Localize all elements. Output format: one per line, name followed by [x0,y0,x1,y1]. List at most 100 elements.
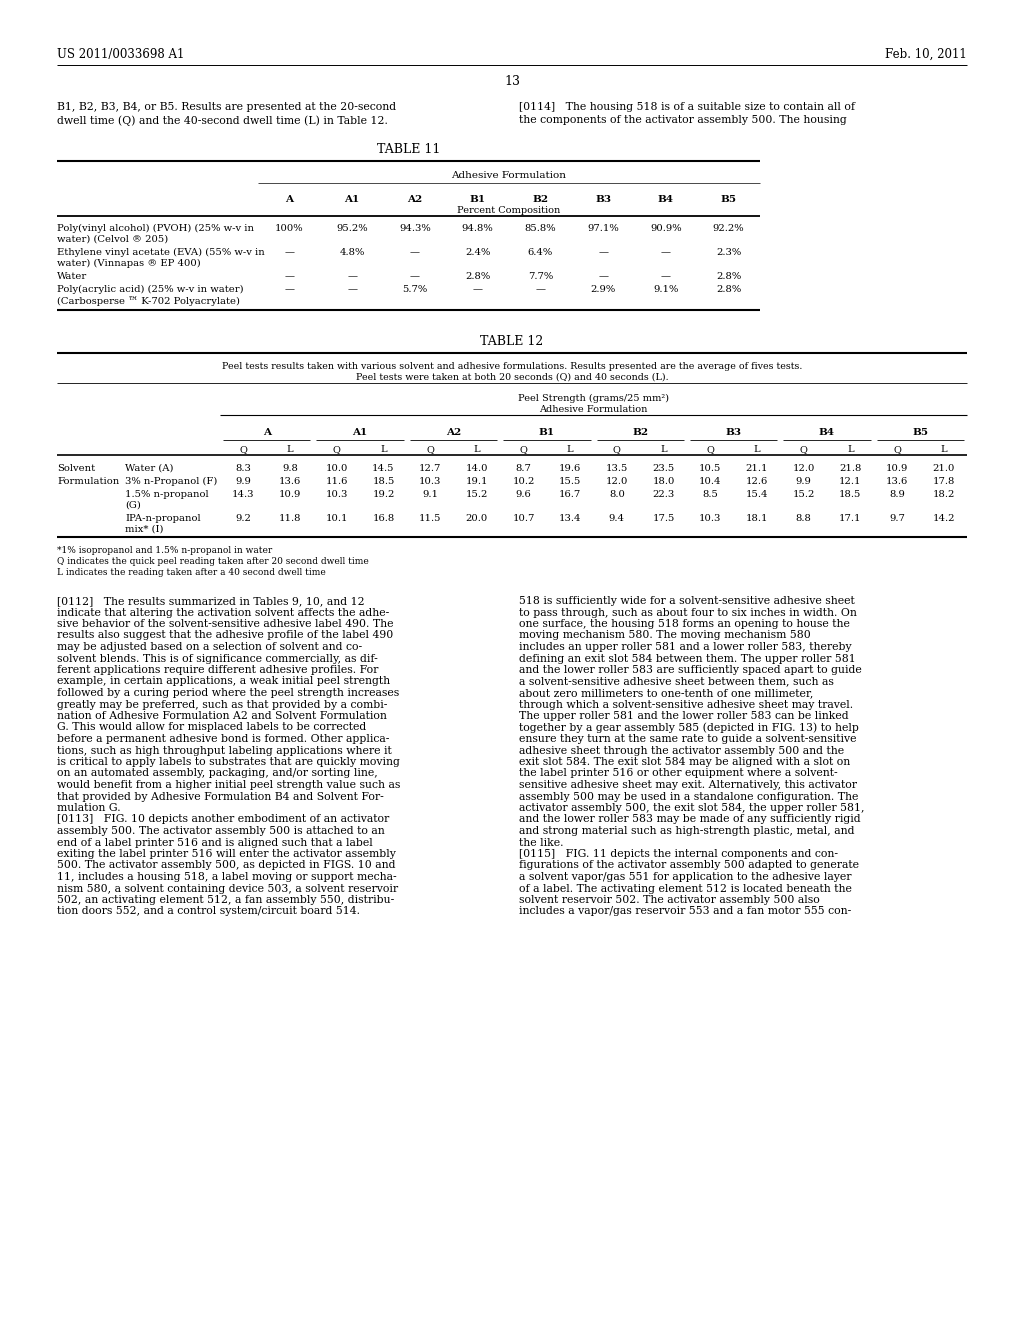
Text: tions, such as high throughput labeling applications where it: tions, such as high throughput labeling … [57,746,392,755]
Text: 100%: 100% [275,224,304,234]
Text: Solvent: Solvent [57,465,95,473]
Text: [0115]   FIG. 11 depicts the internal components and con-: [0115] FIG. 11 depicts the internal comp… [519,849,838,859]
Text: 19.1: 19.1 [466,477,488,486]
Text: 2.3%: 2.3% [716,248,741,257]
Text: B1: B1 [539,428,555,437]
Text: mix* (I): mix* (I) [125,525,164,535]
Text: —: — [410,272,420,281]
Text: about zero millimeters to one-tenth of one millimeter,: about zero millimeters to one-tenth of o… [519,688,813,698]
Text: assembly 500. The activator assembly 500 is attached to an: assembly 500. The activator assembly 500… [57,826,385,836]
Text: 7.7%: 7.7% [527,272,553,281]
Text: 19.2: 19.2 [372,490,394,499]
Text: [0114]   The housing 518 is of a suitable size to contain all of: [0114] The housing 518 is of a suitable … [519,102,855,112]
Text: may be adjusted based on a selection of solvent and co-: may be adjusted based on a selection of … [57,642,362,652]
Text: 18.1: 18.1 [745,513,768,523]
Text: 10.4: 10.4 [699,477,722,486]
Text: 19.6: 19.6 [559,465,582,473]
Text: 2.8%: 2.8% [465,272,490,281]
Text: Poly(vinyl alcohol) (PVOH) (25% w-v in: Poly(vinyl alcohol) (PVOH) (25% w-v in [57,224,254,234]
Text: a solvent vapor/gas 551 for application to the adhesive layer: a solvent vapor/gas 551 for application … [519,873,852,882]
Text: Q: Q [333,445,341,454]
Text: 9.1: 9.1 [422,490,438,499]
Text: exit slot 584. The exit slot 584 may be aligned with a slot on: exit slot 584. The exit slot 584 may be … [519,756,850,767]
Text: 13.5: 13.5 [605,465,628,473]
Text: adhesive sheet through the activator assembly 500 and the: adhesive sheet through the activator ass… [519,746,844,755]
Text: 95.2%: 95.2% [336,224,368,234]
Text: 13.4: 13.4 [559,513,582,523]
Text: B3: B3 [726,428,741,437]
Text: 3% n-Propanol (F): 3% n-Propanol (F) [125,477,217,486]
Text: mulation G.: mulation G. [57,803,121,813]
Text: moving mechanism 580. The moving mechanism 580: moving mechanism 580. The moving mechani… [519,631,811,640]
Text: Q: Q [426,445,434,454]
Text: 9.9: 9.9 [796,477,812,486]
Text: 11.5: 11.5 [419,513,441,523]
Text: 2.8%: 2.8% [716,285,741,294]
Text: B4: B4 [657,195,674,205]
Text: Percent Composition: Percent Composition [458,206,560,215]
Text: 18.5: 18.5 [839,490,861,499]
Text: 15.4: 15.4 [745,490,768,499]
Text: L indicates the reading taken after a 40 second dwell time: L indicates the reading taken after a 40… [57,568,326,577]
Text: tion doors 552, and a control system/circuit board 514.: tion doors 552, and a control system/cir… [57,907,360,916]
Text: 2.9%: 2.9% [591,285,615,294]
Text: defining an exit slot 584 between them. The upper roller 581: defining an exit slot 584 between them. … [519,653,856,664]
Text: A1: A1 [352,428,368,437]
Text: end of a label printer 516 and is aligned such that a label: end of a label printer 516 and is aligne… [57,837,373,847]
Text: 4.8%: 4.8% [339,248,365,257]
Text: Q: Q [893,445,901,454]
Text: on an automated assembly, packaging, and/or sorting line,: on an automated assembly, packaging, and… [57,768,378,779]
Text: example, in certain applications, a weak initial peel strength: example, in certain applications, a weak… [57,676,390,686]
Text: Feb. 10, 2011: Feb. 10, 2011 [886,48,967,61]
Text: 10.1: 10.1 [326,513,348,523]
Text: Formulation: Formulation [57,477,119,486]
Text: Poly(acrylic acid) (25% w-v in water): Poly(acrylic acid) (25% w-v in water) [57,285,244,294]
Text: 1.5% n-propanol: 1.5% n-propanol [125,490,209,499]
Text: L: L [380,445,387,454]
Text: and the lower roller 583 are sufficiently spaced apart to guide: and the lower roller 583 are sufficientl… [519,665,862,675]
Text: Ethylene vinyl acetate (EVA) (55% w-v in: Ethylene vinyl acetate (EVA) (55% w-v in [57,248,265,257]
Text: Q indicates the quick peel reading taken after 20 second dwell time: Q indicates the quick peel reading taken… [57,557,369,566]
Text: Q: Q [613,445,621,454]
Text: 10.3: 10.3 [419,477,441,486]
Text: nism 580, a solvent containing device 503, a solvent reservoir: nism 580, a solvent containing device 50… [57,883,398,894]
Text: *1% isopropanol and 1.5% n-propanol in water: *1% isopropanol and 1.5% n-propanol in w… [57,546,272,554]
Text: 21.0: 21.0 [933,465,954,473]
Text: before a permanent adhesive bond is formed. Other applica-: before a permanent adhesive bond is form… [57,734,389,744]
Text: A: A [286,195,293,205]
Text: followed by a curing period where the peel strength increases: followed by a curing period where the pe… [57,688,399,698]
Text: 9.2: 9.2 [236,513,251,523]
Text: 8.9: 8.9 [889,490,905,499]
Text: water) (Vinnapas ® EP 400): water) (Vinnapas ® EP 400) [57,259,201,268]
Text: 21.8: 21.8 [839,465,861,473]
Text: 9.8: 9.8 [282,465,298,473]
Text: through which a solvent-sensitive adhesive sheet may travel.: through which a solvent-sensitive adhesi… [519,700,853,710]
Text: (Carbosperse ™ K-702 Polyacrylate): (Carbosperse ™ K-702 Polyacrylate) [57,296,240,305]
Text: 12.0: 12.0 [793,465,815,473]
Text: 5.7%: 5.7% [402,285,427,294]
Text: A: A [263,428,270,437]
Text: A1: A1 [344,195,359,205]
Text: L: L [940,445,947,454]
Text: 8.8: 8.8 [796,513,812,523]
Text: L: L [847,445,854,454]
Text: 9.9: 9.9 [236,477,251,486]
Text: —: — [660,272,671,281]
Text: B1, B2, B3, B4, or B5. Results are presented at the 20-second: B1, B2, B3, B4, or B5. Results are prese… [57,102,396,112]
Text: 12.7: 12.7 [419,465,441,473]
Text: B4: B4 [819,428,835,437]
Text: ensure they turn at the same rate to guide a solvent-sensitive: ensure they turn at the same rate to gui… [519,734,856,744]
Text: dwell time (Q) and the 40-second dwell time (L) in Table 12.: dwell time (Q) and the 40-second dwell t… [57,115,388,125]
Text: —: — [347,285,357,294]
Text: 16.8: 16.8 [373,513,394,523]
Text: would benefit from a higher initial peel strength value such as: would benefit from a higher initial peel… [57,780,400,789]
Text: L: L [473,445,480,454]
Text: 10.9: 10.9 [279,490,301,499]
Text: 94.8%: 94.8% [462,224,494,234]
Text: 17.8: 17.8 [933,477,954,486]
Text: 17.5: 17.5 [652,513,675,523]
Text: 9.4: 9.4 [609,513,625,523]
Text: 11.6: 11.6 [326,477,348,486]
Text: results also suggest that the adhesive profile of the label 490: results also suggest that the adhesive p… [57,631,393,640]
Text: B5: B5 [912,428,929,437]
